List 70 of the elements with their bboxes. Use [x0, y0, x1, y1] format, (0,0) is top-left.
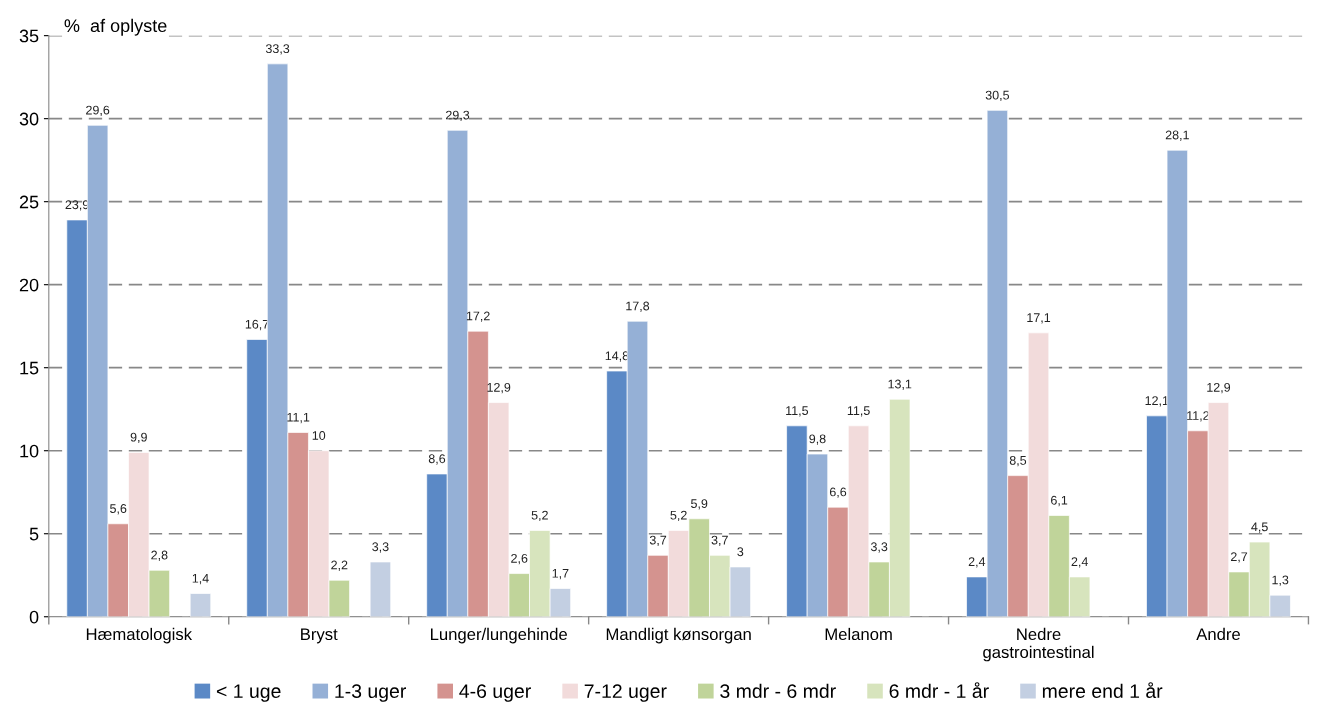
- data-label: 5,6: [110, 504, 127, 515]
- data-label: 23,9: [65, 200, 89, 211]
- data-label: 2,4: [968, 557, 986, 568]
- data-label: 2,7: [1230, 552, 1248, 563]
- data-label: 14,8: [605, 351, 629, 362]
- data-label: 2,2: [331, 560, 348, 571]
- data-label: 3,3: [870, 542, 888, 553]
- data-label: 2,8: [151, 550, 168, 561]
- data-label: 13,1: [888, 379, 912, 390]
- data-label: 11,1: [287, 412, 310, 424]
- legend-label: 3 mdr - 6 mdr: [720, 683, 836, 699]
- y-tick-label: 25: [19, 195, 39, 209]
- legend-label: < 1 uge: [216, 684, 281, 702]
- data-label: 29,3: [446, 110, 470, 121]
- x-tick-label: Lunger/lungehinde: [431, 627, 567, 644]
- data-label: 6,1: [1051, 495, 1068, 507]
- x-tick-label: Nedre gastrointestinal: [983, 627, 1094, 662]
- data-label: 5,2: [670, 510, 687, 522]
- x-tick-label: Andre: [1196, 627, 1240, 641]
- y-tick-label: 5: [29, 527, 39, 541]
- legend-label: 7-12 uger: [584, 684, 667, 702]
- data-label: 12,1: [1145, 396, 1169, 407]
- y-tick-label: 20: [19, 278, 39, 292]
- x-tick-label: Melanom: [825, 627, 892, 641]
- legend-label: 1-3 uger: [335, 684, 406, 702]
- x-tick-label: Hæmatologisk: [86, 627, 193, 644]
- data-label: 3,7: [711, 535, 728, 546]
- data-label: 8,5: [1009, 455, 1027, 467]
- data-label: 12,9: [487, 382, 511, 394]
- bar: [369, 561, 392, 617]
- data-label: 11,5: [847, 406, 870, 417]
- data-label: 2,4: [1071, 557, 1088, 568]
- y-axis-title: % af oplyste: [64, 18, 167, 36]
- data-label: 3,3: [372, 542, 389, 553]
- data-label: 12,9: [1207, 382, 1231, 394]
- data-label: 17,1: [1027, 313, 1051, 324]
- data-label: 1,3: [1272, 575, 1289, 586]
- data-label: 11,5: [786, 406, 809, 417]
- bar: [189, 593, 212, 617]
- data-label: 30,5: [985, 90, 1010, 102]
- y-tick-label: 35: [19, 29, 39, 43]
- y-tick-label: 0: [29, 610, 39, 624]
- data-label: 17,2: [466, 311, 490, 322]
- data-label: 9,8: [809, 434, 826, 445]
- data-label: 16,7: [245, 319, 269, 331]
- data-label: 17,8: [626, 301, 650, 312]
- x-tick-label: Mandligt kønsorgan: [606, 627, 751, 644]
- x-tick-label: Bryst: [301, 628, 338, 644]
- data-label: 11,2: [1187, 411, 1209, 422]
- data-label: 1,7: [552, 568, 569, 580]
- data-label: 4,5: [1251, 522, 1268, 533]
- data-label: 28,1: [1165, 130, 1189, 141]
- y-tick-label: 15: [20, 361, 39, 375]
- data-label: 2,6: [511, 553, 528, 565]
- data-label: 9,9: [130, 432, 147, 444]
- data-label: 5,2: [531, 510, 548, 522]
- data-label: 10: [312, 431, 326, 440]
- y-tick-label: 10: [20, 444, 39, 458]
- legend-label: 4-6 uger: [459, 684, 531, 702]
- legend-label: 6 mdr - 1 år: [889, 682, 989, 699]
- data-label: 33,3: [265, 44, 290, 55]
- data-label: 5,9: [691, 499, 708, 510]
- data-label: 3: [737, 547, 744, 557]
- y-tick-label: 30: [19, 112, 39, 126]
- legend-label: mere end 1 år: [1042, 682, 1163, 699]
- data-label: 3,7: [649, 535, 667, 546]
- data-label: 6,6: [829, 487, 847, 498]
- data-label: 8,6: [428, 454, 446, 465]
- data-label: 29,6: [86, 105, 110, 116]
- data-label: 1,4: [192, 573, 209, 585]
